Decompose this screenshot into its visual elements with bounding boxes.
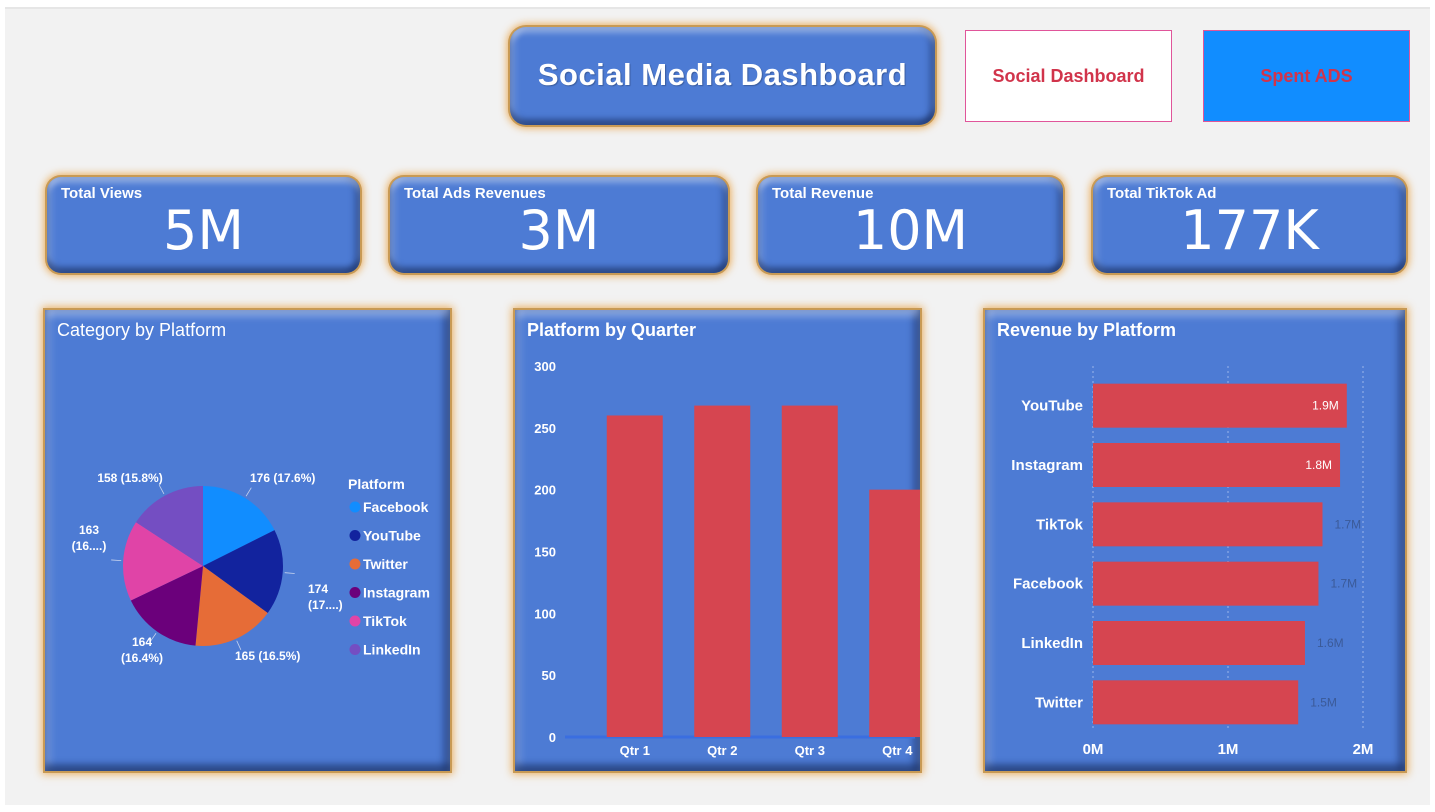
panel-title: Platform by Quarter: [527, 320, 697, 340]
bar-data-label: 1.8M: [1305, 458, 1332, 472]
pie-leader-line: [158, 484, 165, 495]
bar-qtr-4[interactable]: [869, 489, 920, 737]
legend-marker-instagram[interactable]: [349, 587, 361, 598]
y-tick-label: 0: [549, 730, 556, 745]
y-category-label: TikTok: [1036, 516, 1084, 533]
x-tick-label: Qtr 2: [707, 743, 737, 758]
y-category-label: Facebook: [1013, 576, 1084, 593]
pie-slice-twitter[interactable]: [195, 566, 268, 646]
legend-marker-linkedin[interactable]: [349, 644, 361, 655]
report-canvas: Social Media Dashboard Social Dashboard …: [5, 7, 1430, 805]
kpi-card-total-revenue: Total Revenue 10M: [758, 177, 1063, 273]
bar-linkedin[interactable]: [1093, 621, 1305, 665]
quarter-bar-chart[interactable]: 0 50 100 150 200 250 300 Qtr 1 Qtr 2 Qtr 3 Qtr 4: [515, 310, 920, 771]
pie-chart[interactable]: 176 (17.6%) 174 (17....) 165 (16.5%) 164 (16.…: [45, 310, 450, 771]
x-tick-label: 2M: [1353, 741, 1374, 758]
pie-slice-linkedin[interactable]: [135, 486, 203, 566]
y-tick-label: 200: [534, 483, 556, 498]
x-tick-label: 0M: [1083, 741, 1104, 758]
legend-marker-tiktok[interactable]: [349, 615, 361, 627]
pie-data-label: 176 (17.6%): [250, 471, 315, 485]
y-tick-label: 50: [542, 668, 556, 683]
y-category-label: LinkedIn: [1021, 635, 1083, 652]
legend-marker-facebook[interactable]: [349, 501, 361, 513]
kpi-label: Total TikTok Ad: [1107, 185, 1217, 202]
y-tick-label: 150: [534, 545, 556, 560]
x-tick-label: Qtr 3: [795, 743, 825, 758]
bar-data-label: 1.6M: [1317, 636, 1344, 650]
x-tick-label: 1M: [1218, 741, 1239, 758]
nav-social-dashboard-button[interactable]: Social Dashboard: [965, 30, 1172, 122]
pie-data-label: 158 (15.8%): [97, 471, 162, 485]
y-tick-label: 100: [534, 606, 556, 621]
kpi-value: 177K: [1180, 199, 1319, 262]
kpi-card-total-views: Total Views 5M: [47, 177, 360, 273]
pie-slice-facebook[interactable]: [203, 486, 275, 566]
bar-instagram[interactable]: [1093, 443, 1341, 487]
y-category-label: Instagram: [1011, 457, 1083, 474]
pie-slice-instagram[interactable]: [130, 566, 203, 646]
bar-data-label: 1.7M: [1330, 577, 1357, 591]
pie-leader-line: [236, 640, 242, 651]
kpi-label: Total Views: [61, 185, 143, 202]
legend-item-linkedin[interactable]: LinkedIn: [363, 642, 421, 658]
panel-title: Revenue by Platform: [997, 320, 1177, 340]
y-category-label: Twitter: [1035, 694, 1083, 711]
legend-item-twitter[interactable]: Twitter: [363, 556, 408, 572]
title-banner: Social Media Dashboard: [510, 27, 935, 125]
pie-leader-line: [150, 633, 157, 642]
kpi-label: Total Revenue: [772, 185, 874, 202]
pie-slice-tiktok[interactable]: [123, 522, 203, 601]
y-tick-label: 300: [534, 359, 556, 374]
panel-revenue-by-platform: Revenue by Platform YouTube 1.9M Instagram…: [985, 310, 1405, 771]
pie-data-label: 174 (17....): [308, 582, 343, 612]
bar-twitter[interactable]: [1093, 680, 1299, 725]
pie-data-label: 164 (16.4%): [121, 635, 163, 665]
x-tick-label: Qtr 1: [620, 743, 650, 758]
legend-marker-youtube[interactable]: [349, 530, 361, 541]
bar-qtr-3[interactable]: [781, 405, 838, 737]
pie-leader-line: [245, 487, 252, 497]
bar-data-label: 1.9M: [1312, 399, 1339, 413]
x-tick-label: Qtr 4: [882, 743, 913, 758]
revenue-bar-chart[interactable]: YouTube 1.9M Instagram 1.8M TikTok 1.7M Facebo…: [985, 310, 1405, 771]
pie-legend-title: Platform: [348, 476, 405, 492]
kpi-value: 5M: [163, 199, 244, 262]
kpi-value: 10M: [852, 199, 969, 262]
legend-item-tiktok[interactable]: TikTok: [363, 613, 407, 629]
bar-data-label: 1.7M: [1335, 517, 1362, 531]
pie-slice-youtube[interactable]: [203, 530, 283, 614]
bar-qtr-2[interactable]: [694, 405, 751, 737]
kpi-value: 3M: [518, 199, 600, 262]
pie-data-label: 165 (16.5%): [235, 649, 300, 663]
panel-platform-by-quarter: Platform by Quarter 0 50 100 150 200 250 300 Qt…: [515, 310, 920, 771]
bar-tiktok[interactable]: [1093, 502, 1323, 547]
nav-spent-ads-label: Spent ADS: [1260, 65, 1353, 86]
bar-youtube[interactable]: [1093, 383, 1347, 428]
kpi-label: Total Ads Revenues: [404, 185, 546, 202]
pie-data-label: 163 (16....): [72, 523, 107, 553]
y-category-label: YouTube: [1021, 398, 1083, 415]
y-tick-label: 250: [534, 421, 556, 436]
bar-facebook[interactable]: [1093, 561, 1319, 606]
legend-marker-twitter[interactable]: [349, 558, 361, 570]
legend-item-facebook[interactable]: Facebook: [363, 499, 429, 515]
legend-item-youtube[interactable]: YouTube: [363, 528, 421, 544]
page-title: Social Media Dashboard: [537, 57, 908, 92]
kpi-card-total-tiktok-ad: Total TikTok Ad 177K: [1093, 177, 1406, 273]
bar-data-label: 1.5M: [1310, 695, 1337, 709]
panel-category-by-platform: Category by Platform 176 (17.6%) 174 (17..…: [45, 310, 450, 771]
kpi-card-total-ads-revenues: Total Ads Revenues 3M: [390, 177, 728, 273]
panel-title: Category by Platform: [57, 320, 227, 340]
nav-social-dashboard-label: Social Dashboard: [992, 65, 1145, 86]
legend-item-instagram[interactable]: Instagram: [363, 585, 430, 601]
pie-leader-line: [111, 559, 122, 561]
bar-qtr-1[interactable]: [606, 415, 663, 737]
nav-spent-ads-button[interactable]: Spent ADS: [1203, 30, 1410, 122]
pie-leader-line: [284, 572, 295, 574]
